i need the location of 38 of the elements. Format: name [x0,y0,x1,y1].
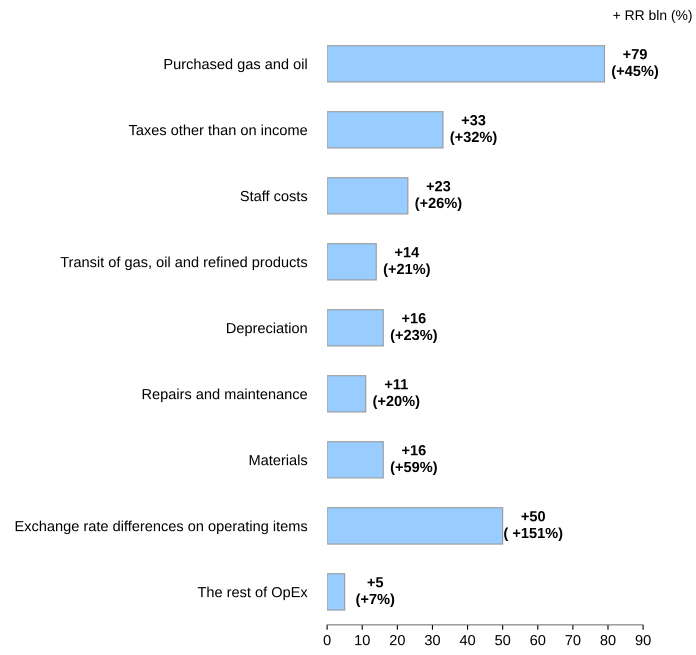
bar [327,441,384,479]
data-label: +23 (+26%) [415,181,462,211]
x-tick-label: 10 [355,634,370,646]
bar [327,111,444,149]
x-tick-label: 90 [636,634,651,646]
data-label: +14 (+21%) [384,247,430,277]
x-tick-label: 50 [495,634,510,646]
x-tick-label: 70 [566,634,580,646]
data-label: +50 ( +151%) [504,511,562,542]
y-tick-label: The rest of OpEx [198,586,308,600]
y-tick-label: Repairs and maintenance [142,388,308,402]
bar [327,45,606,82]
data-label: +11 (+20%) [373,379,420,410]
x-tick-label: 0 [324,634,331,646]
bar [327,177,408,215]
bar [327,309,384,347]
x-tick-label: 80 [600,634,616,646]
x-tick-label: 60 [530,634,546,646]
bar [327,375,366,413]
data-label: +33 (+32%) [450,115,497,145]
y-tick-label: Taxes other than on income [128,124,308,136]
text: + RR bln (%) [613,10,692,23]
data-label: +16 (+23%) [390,313,437,344]
y-tick-label: Transit of gas, oil and refined products [60,256,308,270]
data-label: +5 (+7%) [356,577,394,608]
data-label: +16 (+59%) [390,445,437,476]
x-tick-label: 20 [390,634,405,646]
data-label: +79 (+45%) [612,48,658,79]
y-tick-label: Materials [250,454,308,466]
y-tick-label: Purchased gas and oil [164,58,307,72]
x-tick-label: 40 [460,634,476,646]
bar [327,507,504,545]
y-tick-label: Staff costs [240,190,308,202]
x-tick-label: 30 [424,634,440,646]
bar [327,243,377,281]
y-tick-label: Depreciation [227,322,307,336]
y-tick-label: Exchange rate differences on operating items [16,520,308,534]
bar [327,573,346,611]
